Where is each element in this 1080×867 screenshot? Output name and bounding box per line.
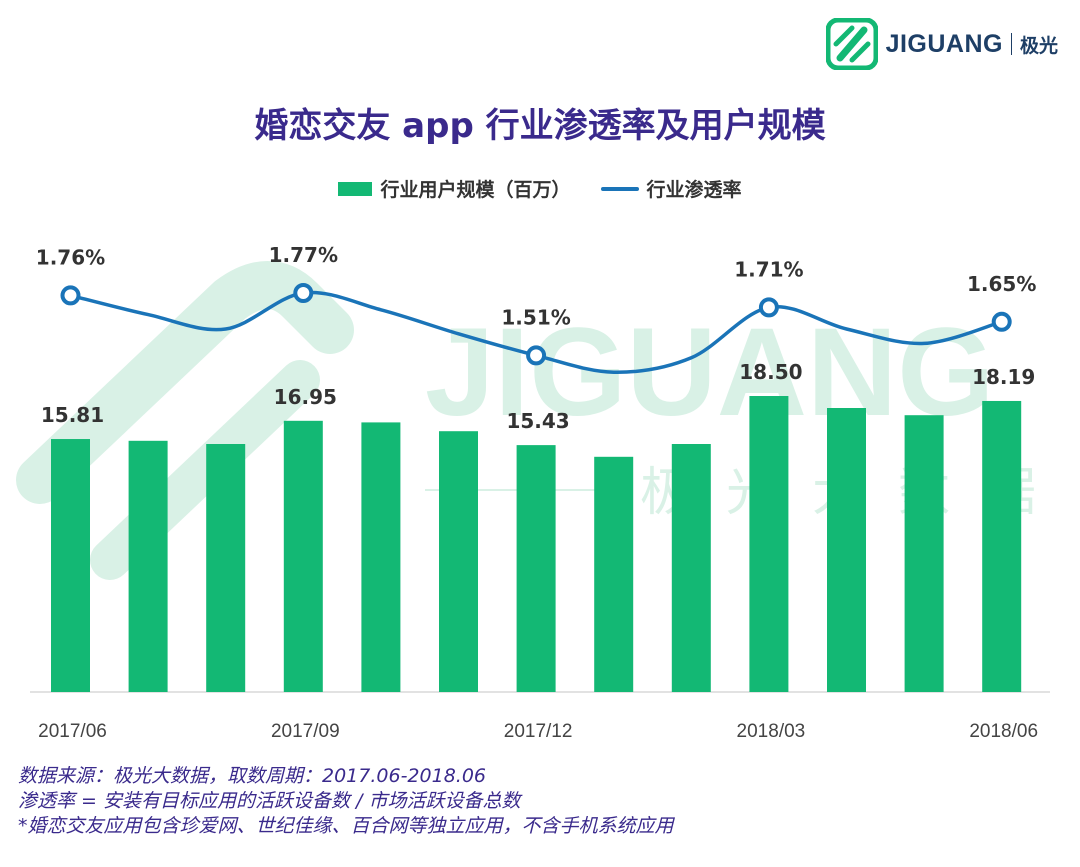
bar-value-label: 16.95 bbox=[274, 385, 337, 409]
bar-2017/11 bbox=[439, 431, 478, 692]
footnote-scope: *婚恋交友应用包含珍爱网、世纪佳缘、百合网等独立应用，不含手机系统应用 bbox=[18, 815, 674, 837]
bar-2017/07 bbox=[128, 440, 168, 692]
rate-value-label: 1.51% bbox=[501, 305, 570, 329]
x-tick-label: 2018/06 bbox=[969, 721, 1038, 742]
chart-title: 婚恋交友 app 行业渗透率及用户规模 bbox=[254, 106, 826, 146]
bar-value-label: 15.81 bbox=[41, 403, 104, 427]
legend-item-rate: 行业渗透率 bbox=[600, 175, 742, 202]
rate-marker bbox=[991, 311, 1012, 332]
bar-2018/01 bbox=[594, 456, 634, 692]
bar-2017/06 bbox=[51, 439, 90, 692]
watermark-word: JIGUANG bbox=[425, 303, 995, 442]
bar-value-label: 15.43 bbox=[506, 409, 569, 433]
x-tick-label: 2017/09 bbox=[271, 721, 340, 742]
footnotes: 数据来源：极光大数据，取数周期：2017.06-2018.06 渗透率 = 安装… bbox=[18, 764, 674, 839]
rate-value-label: 1.65% bbox=[967, 272, 1036, 296]
legend-line-swatch bbox=[600, 186, 639, 191]
rate-value-label: 1.76% bbox=[36, 245, 105, 269]
bar-2018/05 bbox=[904, 415, 944, 692]
x-tick-labels: 2017/06 2017/09 2017/12 2018/03 2018/06 bbox=[38, 721, 1038, 742]
rate-value-label: 1.71% bbox=[734, 257, 803, 281]
legend-label-rate: 行业渗透率 bbox=[646, 179, 742, 201]
legend-bar-swatch bbox=[338, 181, 373, 196]
bar-value-label: 18.19 bbox=[972, 365, 1035, 389]
brand-name-cn: 极光 bbox=[1019, 34, 1058, 57]
bar-2017/09 bbox=[283, 420, 323, 692]
bar-2018/06 bbox=[982, 400, 1022, 692]
bar-series bbox=[51, 396, 1022, 692]
data-labels: 15.81 16.95 15.43 18.50 18.19 1.76% 1.77% 1.51%… bbox=[36, 243, 1037, 433]
bar-2017/12 bbox=[516, 445, 556, 692]
footnote-source: 数据来源：极光大数据，取数周期：2017.06-2018.06 bbox=[18, 765, 486, 787]
x-tick-label: 2017/12 bbox=[504, 721, 573, 742]
legend: 行业用户规模（百万） 行业渗透率 bbox=[0, 175, 1080, 202]
bar-2018/03 bbox=[749, 396, 789, 692]
rate-marker bbox=[60, 285, 81, 306]
rate-marker bbox=[293, 283, 314, 303]
brand-name: JIGUANG bbox=[885, 29, 1003, 58]
x-tick-label: 2018/03 bbox=[737, 721, 806, 742]
bar-2018/02 bbox=[671, 444, 711, 692]
rate-marker bbox=[758, 297, 779, 318]
legend-label-users: 行业用户规模（百万） bbox=[380, 179, 571, 201]
bar-2017/08 bbox=[206, 444, 246, 692]
bar-2017/10 bbox=[361, 422, 401, 692]
bar-value-label: 18.50 bbox=[739, 360, 802, 384]
x-tick-label: 2017/06 bbox=[38, 721, 107, 742]
brand-separator bbox=[1010, 33, 1012, 55]
legend-item-users: 行业用户规模（百万） bbox=[338, 175, 571, 202]
rate-value-label: 1.77% bbox=[269, 243, 338, 267]
rate-marker bbox=[526, 345, 547, 366]
rate-markers bbox=[60, 283, 1012, 366]
footnote-definition: 渗透率 = 安装有目标应用的活跃设备数 / 市场活跃设备总数 bbox=[18, 790, 521, 812]
bar-2018/04 bbox=[827, 408, 866, 692]
brand-logo: JIGUANG 极光 bbox=[825, 18, 1058, 70]
jiguang-logo-icon bbox=[825, 18, 878, 70]
